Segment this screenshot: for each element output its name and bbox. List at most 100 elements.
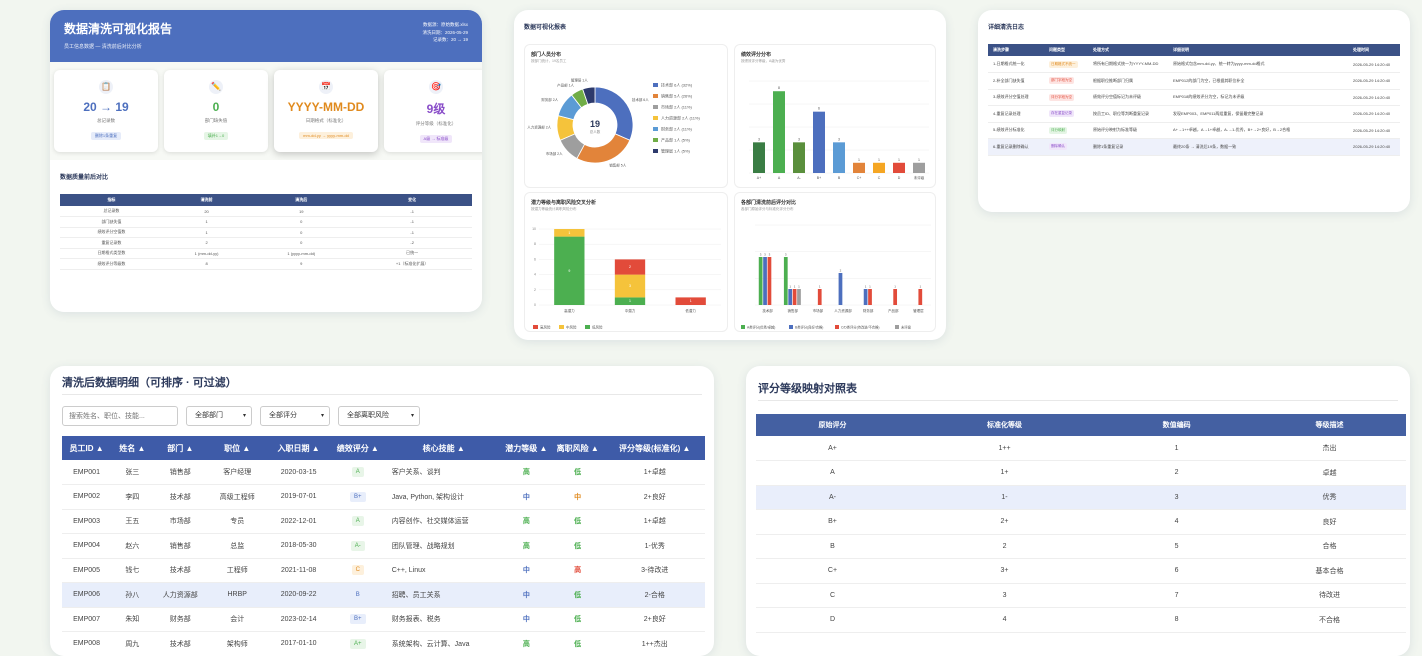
grademap-cell: D — [756, 608, 909, 633]
legend-label: 管理层 1人 (5%) — [661, 148, 691, 154]
bar-value-label: 1 — [794, 285, 796, 289]
grademap-cell: 杰出 — [1253, 436, 1406, 461]
detail-card: 清洗后数据明细（可排序 · 可过滤） 全部部门▾全部评分▾全部离职风险▾ 员工I… — [50, 366, 714, 656]
grademap-cell: 8 — [1100, 608, 1253, 633]
risk-level: 低 — [574, 543, 581, 550]
table-cell: 2018-05-30 — [267, 534, 330, 559]
filter-label: 全部离职风险 — [347, 412, 389, 419]
sortable-header[interactable]: 核心技能 ▲ — [386, 436, 502, 460]
grademap-header: 原始评分 — [756, 414, 909, 436]
segment-label: 2 — [629, 265, 631, 269]
sortable-header[interactable]: 入职日期 ▲ — [267, 436, 330, 460]
bar-value-label: 1 — [865, 285, 867, 289]
potential-level: 中 — [523, 592, 530, 599]
bar-value-label: 3 — [760, 253, 762, 257]
filter-select[interactable]: 全部部门▾ — [186, 406, 252, 426]
table-cell: 销售部 — [154, 460, 208, 485]
summary-header[interactable]: 清洗后 — [250, 194, 352, 206]
sortable-header[interactable]: 评分等级(标准化) ▲ — [604, 436, 705, 460]
x-tick-label: 财务部 — [863, 308, 874, 313]
filter-select[interactable]: 全部评分▾ — [260, 406, 330, 426]
summary-cell: 总记录数 — [60, 206, 163, 217]
table-cell: 工程师 — [207, 558, 267, 583]
x-tick-label: D — [898, 176, 901, 180]
y-tick-label: 2 — [534, 288, 536, 292]
table-cell: 1+卓越 — [604, 460, 705, 485]
bar — [763, 257, 767, 305]
log-method: 根据职位推断部门归属 — [1088, 73, 1168, 90]
table-cell: HRBP — [207, 583, 267, 608]
sortable-header[interactable]: 部门 ▲ — [154, 436, 208, 460]
legend-swatch — [653, 127, 658, 131]
table-cell: 高级工程师 — [207, 485, 267, 510]
detail-table: 员工ID ▲姓名 ▲部门 ▲职位 ▲入职日期 ▲绩效评分 ▲核心技能 ▲潜力等级… — [62, 436, 705, 656]
summary-header[interactable]: 变化 — [352, 194, 472, 206]
summary-header[interactable]: 指标 — [60, 194, 163, 206]
sortable-header[interactable]: 离职风险 ▲ — [551, 436, 605, 460]
legend-label: 销售部 5人 (26%) — [661, 93, 693, 99]
grademap-cell: C — [756, 583, 909, 608]
table-cell: 赵六 — [111, 534, 153, 559]
summary-cell: -1 — [352, 206, 472, 217]
sortable-header[interactable]: 员工ID ▲ — [62, 436, 111, 460]
sortable-header[interactable]: 绩效评分 ▲ — [330, 436, 386, 460]
summary-header[interactable]: 清洗前 — [163, 194, 250, 206]
meta-date: 清洗日期：2026-05-29 — [422, 29, 468, 37]
potential-level: 高 — [523, 518, 530, 525]
table-cell: EMP001 — [62, 460, 111, 485]
table-cell: 销售部 — [154, 534, 208, 559]
log-detail: 原始格式包含mm-dd-yy、统一转为yyyy-mm-dd格式 — [1168, 56, 1348, 73]
bar — [768, 257, 772, 305]
grademap-cell: 1++ — [909, 436, 1100, 461]
filter-label: 全部部门 — [195, 412, 223, 419]
filter-select[interactable]: 全部离职风险▾ — [338, 406, 420, 426]
log-time: 2026-05-29 14:20:40 — [1348, 139, 1400, 156]
summary-cell: 1 (yyyy-mm-dd) — [250, 248, 352, 259]
x-tick-label: 管理层 — [913, 308, 924, 313]
grademap-cell: 良好 — [1253, 510, 1406, 535]
table-cell: 低 — [551, 632, 605, 656]
table-cell: 低 — [551, 460, 605, 485]
potential-level: 高 — [523, 543, 530, 550]
sortable-header[interactable]: 职位 ▲ — [207, 436, 267, 460]
bar-value-label: 1 — [789, 285, 791, 289]
table-cell: 中 — [502, 583, 551, 608]
grademap-cell: 基本合格 — [1253, 559, 1406, 584]
bar-value-label: 1 — [798, 285, 800, 289]
log-type-tag: 部门字段为空 — [1049, 77, 1074, 84]
search-input[interactable] — [62, 406, 178, 426]
sortable-header[interactable]: 姓名 ▲ — [111, 436, 153, 460]
log-step: 2-补全部门缺失值 — [988, 73, 1044, 90]
table-cell: A — [330, 460, 386, 485]
segment-label: 1 — [568, 231, 570, 235]
table-cell: 技术部 — [154, 632, 208, 656]
bar — [813, 112, 825, 173]
sortable-header[interactable]: 潜力等级 ▲ — [502, 436, 551, 460]
potential-level: 中 — [523, 494, 530, 501]
risk-level: 低 — [574, 518, 581, 525]
stat-value: YYYY-MM-DD — [274, 100, 378, 114]
summary-cell: 20 — [163, 206, 250, 217]
log-type-cell: 存在重复记录 — [1044, 106, 1088, 123]
table-cell: 高 — [502, 509, 551, 534]
log-step: 4-重复记录处理 — [988, 106, 1044, 123]
bar-value-label: 1 — [919, 285, 921, 289]
risk-level: 低 — [574, 616, 581, 623]
log-method: 删除1条重复记录 — [1088, 139, 1168, 156]
log-detail: 发现EMP003、EMP011两组重复，保留最完整记录 — [1168, 106, 1348, 123]
